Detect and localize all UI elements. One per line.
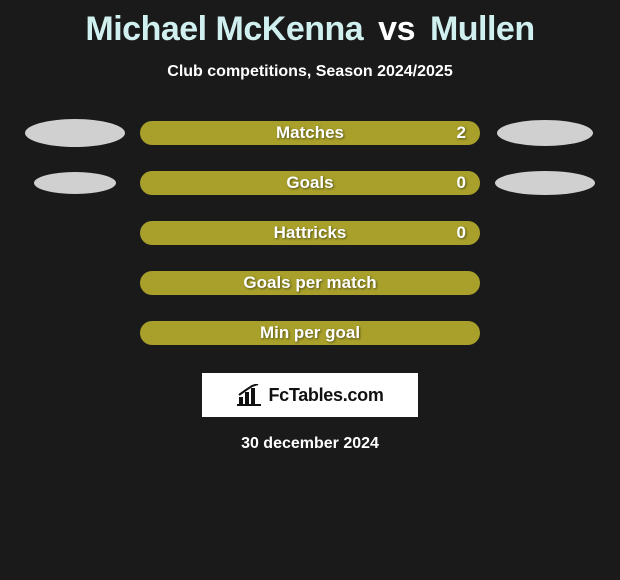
right-indicator-slot	[490, 169, 600, 197]
stat-label: Min per goal	[260, 323, 360, 343]
left-indicator-slot	[20, 169, 130, 197]
right-indicator-slot	[490, 269, 600, 297]
player1-name: Michael McKenna	[85, 10, 363, 48]
stat-value: 0	[457, 173, 466, 193]
stat-bar: Hattricks 0	[140, 221, 480, 245]
stat-value: 2	[457, 123, 466, 143]
stat-value: 0	[457, 223, 466, 243]
stat-row: Hattricks 0	[0, 219, 620, 247]
bar-chart-icon	[236, 384, 262, 406]
right-indicator-slot	[490, 119, 600, 147]
stat-label: Hattricks	[274, 223, 347, 243]
left-indicator-slot	[20, 119, 130, 147]
stat-row: Min per goal	[0, 319, 620, 347]
player1-indicator	[34, 172, 116, 194]
brand-text: FcTables.com	[268, 385, 383, 406]
left-indicator-slot	[20, 269, 130, 297]
player2-indicator	[497, 120, 593, 146]
stat-label: Goals per match	[243, 273, 376, 293]
right-indicator-slot	[490, 219, 600, 247]
stat-row: Goals 0	[0, 169, 620, 197]
page-title: Michael McKenna vs Mullen	[85, 10, 534, 49]
stat-rows: Matches 2 Goals 0 Hattricks 0 Goals per match M…	[0, 119, 620, 347]
stat-bar: Min per goal	[140, 321, 480, 345]
right-indicator-slot	[490, 319, 600, 347]
player2-name: Mullen	[430, 10, 535, 48]
stat-bar: Matches 2	[140, 121, 480, 145]
player2-indicator	[495, 171, 595, 195]
stat-bar: Goals 0	[140, 171, 480, 195]
vs-label: vs	[378, 10, 415, 48]
stat-label: Goals	[286, 173, 333, 193]
player1-indicator	[25, 119, 125, 147]
stat-row: Matches 2	[0, 119, 620, 147]
stat-bar: Goals per match	[140, 271, 480, 295]
brand-box: FcTables.com	[202, 373, 418, 417]
subtitle: Club competitions, Season 2024/2025	[167, 63, 452, 81]
comparison-infographic: Michael McKenna vs Mullen Club competiti…	[0, 0, 620, 453]
left-indicator-slot	[20, 319, 130, 347]
stat-row: Goals per match	[0, 269, 620, 297]
left-indicator-slot	[20, 219, 130, 247]
date-label: 30 december 2024	[241, 435, 379, 453]
stat-label: Matches	[276, 123, 344, 143]
